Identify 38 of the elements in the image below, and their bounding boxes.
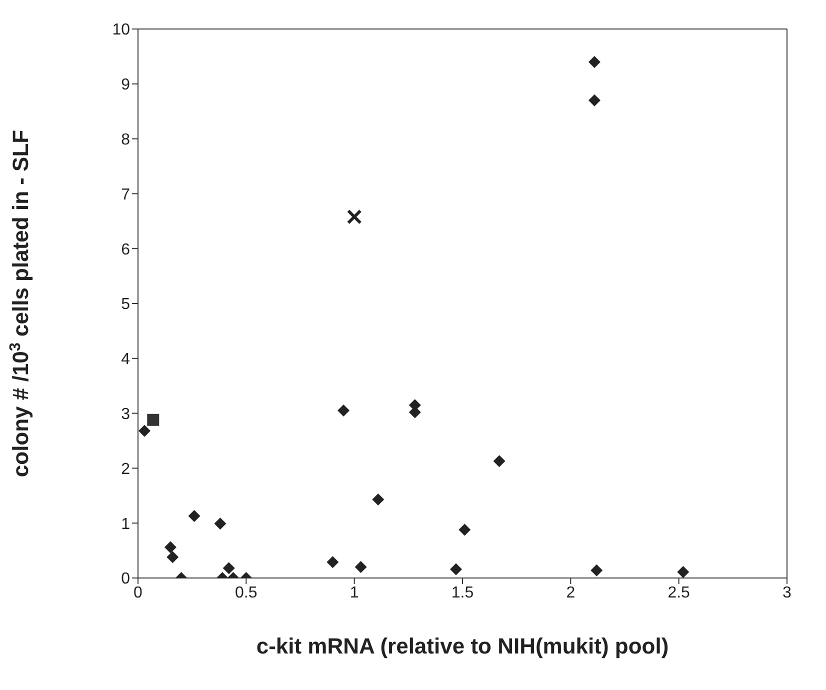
x-tick-label: 3 <box>782 584 792 602</box>
y-tick-label: 10 <box>112 22 130 39</box>
point <box>147 414 160 426</box>
point <box>166 551 179 564</box>
point <box>372 493 384 506</box>
point <box>138 424 150 437</box>
point <box>354 561 367 574</box>
point <box>677 566 690 578</box>
y-tick-label: 2 <box>121 460 130 478</box>
x-axis-title: c-kit mRNA (relative to NIH(mukit) pool) <box>256 634 669 659</box>
point <box>346 209 362 224</box>
y-tick-label: 5 <box>121 296 130 314</box>
y-tick-label: 4 <box>121 351 130 368</box>
y-tick-label: 1 <box>121 516 130 533</box>
point <box>588 94 600 106</box>
y-tick-label: 7 <box>121 186 130 204</box>
point <box>588 56 600 68</box>
x-tick-label: 1 <box>350 584 359 602</box>
point <box>338 404 350 417</box>
y-tick-label: 0 <box>121 570 130 588</box>
y-tick-label: 9 <box>121 76 130 94</box>
x-tick-label: 0 <box>134 584 143 602</box>
y-tick-label: 6 <box>121 241 130 258</box>
point <box>214 518 226 530</box>
x-tick-label: 2.5 <box>668 584 690 602</box>
x-tick-label: 2 <box>566 584 576 602</box>
y-tick-label: 8 <box>121 131 130 148</box>
point <box>164 541 176 554</box>
point <box>450 563 462 576</box>
point <box>326 556 339 568</box>
x-tick-label: 1.5 <box>451 584 474 602</box>
point <box>458 524 471 536</box>
point <box>590 564 603 576</box>
y-tick-label: 3 <box>121 406 130 423</box>
point <box>493 455 506 468</box>
point <box>222 562 235 574</box>
point <box>188 510 200 522</box>
x-tick-label: 0.5 <box>235 584 258 602</box>
